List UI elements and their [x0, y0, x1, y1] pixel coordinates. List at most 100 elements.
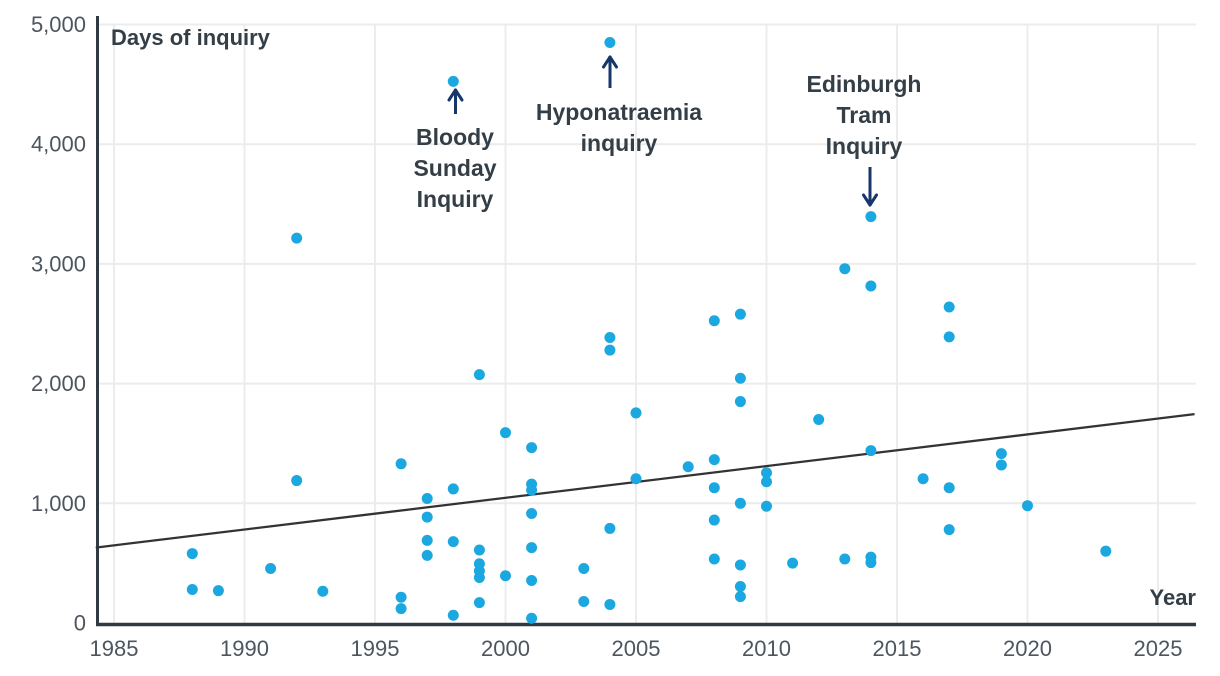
data-point	[995, 459, 1007, 471]
data-point	[865, 280, 877, 292]
data-point	[761, 500, 772, 512]
trend-line	[95, 413, 1195, 549]
data-point	[421, 493, 433, 505]
data-point	[447, 75, 459, 87]
data-point	[395, 591, 407, 603]
data-point	[604, 598, 616, 610]
tick-labels-layer: 0 1,000 2,000 3,000 4,000 5,000 1985 1990 1995 20…	[31, 12, 1183, 661]
data-point	[291, 232, 303, 244]
data-point	[526, 442, 538, 454]
data-point	[682, 461, 694, 473]
data-point	[604, 344, 616, 356]
x-tick-label: 1990	[220, 636, 269, 661]
data-point	[395, 458, 407, 470]
data-point	[500, 427, 511, 439]
arrowhead-stroke	[862, 193, 872, 207]
data-point	[734, 372, 746, 384]
y-tick-label: 3,000	[31, 251, 86, 276]
annotation-label: Sunday	[413, 155, 496, 181]
data-point	[526, 575, 538, 587]
x-axis-label: Year	[1150, 585, 1197, 610]
annotation-label: Hyponatraemia	[536, 99, 702, 125]
x-tick-label: 2020	[1003, 636, 1052, 661]
data-point	[761, 467, 772, 479]
data-points-layer	[186, 36, 1112, 624]
x-tick-label: 2010	[742, 636, 791, 661]
annotation-label: Inquiry	[417, 186, 494, 212]
data-point	[708, 553, 720, 565]
arrowhead-stroke	[602, 55, 612, 69]
data-point	[734, 308, 746, 320]
data-point	[186, 583, 198, 595]
data-point	[526, 612, 538, 624]
annotations-layer: Bloody Sunday Inquiry Hyponatraemia inquiry E…	[413, 55, 922, 212]
data-point	[734, 396, 746, 408]
data-point	[265, 563, 277, 575]
y-tick-label: 4,000	[31, 132, 86, 157]
data-point	[526, 484, 538, 496]
data-point	[734, 497, 746, 509]
annotation-label: Tram	[837, 102, 892, 128]
data-point	[943, 301, 955, 313]
annotation-label: Edinburgh	[807, 71, 922, 97]
x-tick-label: 2000	[481, 636, 530, 661]
y-tick-label: 5,000	[31, 12, 86, 37]
arrowhead-stroke	[447, 88, 457, 102]
arrowhead-stroke	[868, 193, 878, 207]
data-point	[943, 524, 955, 536]
x-tick-label: 2015	[873, 636, 922, 661]
data-point	[186, 548, 198, 560]
annotation-label: Bloody	[416, 124, 494, 150]
data-point	[943, 331, 955, 343]
data-point	[943, 482, 955, 494]
chart-title: Days of inquiry	[111, 25, 271, 50]
annotation-edinburgh-tram: Edinburgh Tram Inquiry	[807, 71, 922, 207]
trend-line-layer	[95, 413, 1195, 549]
data-point	[395, 603, 407, 615]
data-point	[421, 534, 433, 546]
data-point	[708, 454, 720, 466]
data-point	[813, 414, 825, 426]
data-point	[604, 522, 616, 534]
data-point	[734, 559, 746, 571]
data-point	[473, 369, 485, 381]
data-point	[421, 549, 433, 561]
data-point	[526, 542, 538, 554]
annotation-bloody-sunday: Bloody Sunday Inquiry	[413, 88, 497, 212]
data-point	[865, 445, 877, 457]
data-point	[917, 473, 929, 485]
annotation-label: inquiry	[581, 130, 658, 156]
data-point	[787, 557, 799, 569]
x-tick-label: 1985	[90, 636, 139, 661]
data-point	[421, 511, 433, 523]
data-point	[473, 597, 485, 609]
arrowhead-stroke	[454, 88, 464, 102]
data-point	[291, 475, 303, 487]
data-point	[447, 536, 459, 548]
gridlines	[97, 23, 1196, 623]
data-point	[995, 448, 1007, 460]
data-point	[1022, 500, 1033, 512]
data-point	[734, 591, 746, 603]
data-point	[708, 315, 720, 327]
y-tick-label: 1,000	[31, 491, 86, 516]
data-point	[839, 553, 851, 565]
data-point	[839, 263, 851, 275]
data-point	[473, 572, 485, 584]
data-point	[734, 580, 746, 592]
data-point	[578, 595, 590, 607]
data-point	[500, 570, 511, 582]
data-point	[761, 476, 772, 488]
data-point	[473, 544, 485, 556]
data-point	[578, 563, 590, 575]
data-point	[526, 507, 538, 519]
data-point	[630, 407, 642, 419]
data-point	[604, 36, 616, 48]
x-tick-label: 2025	[1134, 636, 1183, 661]
x-tick-label: 1995	[351, 636, 400, 661]
data-point	[708, 514, 720, 526]
data-point	[630, 473, 642, 485]
axes	[96, 16, 1196, 627]
